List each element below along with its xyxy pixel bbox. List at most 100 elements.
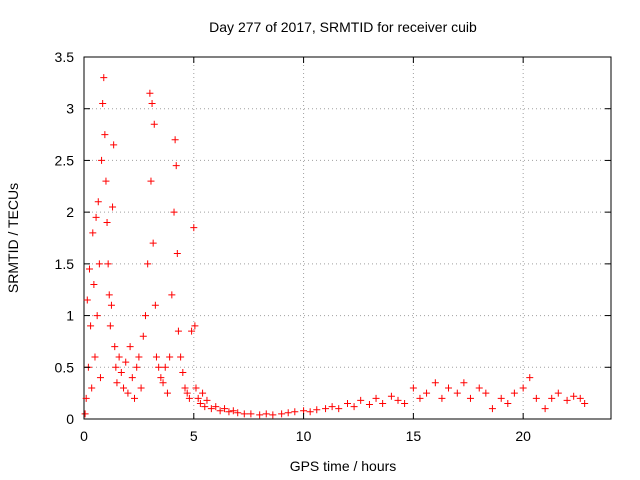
data-point xyxy=(179,368,187,376)
y-tick-label: 1 xyxy=(66,308,74,324)
data-point xyxy=(181,384,189,392)
data-point xyxy=(188,327,196,335)
data-point xyxy=(100,74,108,82)
data-point xyxy=(109,203,117,211)
x-tick-label: 20 xyxy=(515,428,531,444)
data-point xyxy=(115,353,123,361)
data-point xyxy=(113,379,121,387)
data-point xyxy=(216,407,224,415)
data-point xyxy=(212,403,220,411)
data-point xyxy=(171,136,179,144)
data-point xyxy=(394,396,402,404)
data-point xyxy=(313,406,321,414)
axis-ticks: 0 5 10 15 20 0 0.5 1 1.5 2 2.5 3 3.5 xyxy=(55,49,611,444)
data-point xyxy=(157,374,165,382)
data-point xyxy=(221,405,229,413)
data-point xyxy=(497,394,505,402)
data-point xyxy=(81,410,89,418)
data-point xyxy=(526,374,534,382)
data-point xyxy=(190,224,198,232)
data-point xyxy=(141,312,149,320)
data-point xyxy=(150,120,158,128)
data-point xyxy=(111,343,119,351)
data-point xyxy=(541,405,549,413)
chart-title: Day 277 of 2017, SRMTID for receiver cui… xyxy=(209,19,477,35)
data-point xyxy=(159,379,167,387)
data-point xyxy=(387,392,395,400)
data-point xyxy=(548,394,556,402)
data-point xyxy=(201,403,209,411)
data-point xyxy=(225,408,233,416)
data-point xyxy=(284,409,292,417)
data-point xyxy=(532,394,540,402)
data-point xyxy=(350,403,358,411)
data-point xyxy=(554,389,562,397)
data-point xyxy=(89,229,97,237)
data-point xyxy=(96,374,104,382)
data-point xyxy=(88,384,96,392)
data-point xyxy=(453,389,461,397)
y-tick-label: 2 xyxy=(66,204,74,220)
data-point xyxy=(128,374,136,382)
data-point xyxy=(105,291,113,299)
data-point xyxy=(146,89,154,97)
data-point xyxy=(126,343,134,351)
data-point xyxy=(322,405,330,413)
y-tick-label: 2.5 xyxy=(55,152,75,168)
data-series-srmtid xyxy=(81,74,589,419)
data-point xyxy=(482,389,490,397)
x-tick-label: 10 xyxy=(296,428,312,444)
data-point xyxy=(83,296,91,304)
data-point xyxy=(183,389,191,397)
data-point xyxy=(570,392,578,400)
y-axis-label: SRMTID / TECUs xyxy=(5,183,21,293)
data-point xyxy=(85,265,93,273)
data-point xyxy=(174,327,182,335)
data-point xyxy=(278,410,286,418)
data-point xyxy=(155,363,163,371)
x-tick-label: 5 xyxy=(190,428,198,444)
data-point xyxy=(110,141,118,149)
data-point xyxy=(91,353,99,361)
y-tick-label: 1.5 xyxy=(55,256,75,272)
data-point xyxy=(475,384,483,392)
data-point xyxy=(94,198,102,206)
data-point xyxy=(199,389,207,397)
data-point xyxy=(104,260,112,268)
data-point xyxy=(90,281,98,289)
data-point xyxy=(581,399,589,407)
data-point xyxy=(170,208,178,216)
data-point xyxy=(256,411,264,419)
data-point xyxy=(576,394,584,402)
data-point xyxy=(445,384,453,392)
data-point xyxy=(262,410,270,418)
y-tick-label: 0.5 xyxy=(55,359,75,375)
data-point xyxy=(92,213,100,221)
data-point xyxy=(131,394,139,402)
data-point xyxy=(510,389,518,397)
data-point xyxy=(173,250,181,258)
data-point xyxy=(172,162,180,170)
data-point xyxy=(144,260,152,268)
data-point xyxy=(95,260,103,268)
plot-border xyxy=(83,56,612,420)
y-tick-label: 3 xyxy=(66,101,74,117)
data-point xyxy=(147,177,155,185)
data-point xyxy=(563,396,571,404)
data-point xyxy=(372,394,380,402)
data-point xyxy=(194,394,202,402)
data-point xyxy=(203,396,211,404)
data-point xyxy=(107,301,115,309)
data-point xyxy=(117,368,125,376)
data-point xyxy=(185,394,193,402)
data-point xyxy=(357,396,365,404)
data-point xyxy=(122,358,130,366)
data-point xyxy=(148,100,156,108)
data-point xyxy=(240,410,248,418)
data-point xyxy=(124,389,132,397)
data-point xyxy=(431,379,439,387)
data-point xyxy=(168,291,176,299)
data-point xyxy=(137,384,145,392)
y-tick-label: 0 xyxy=(66,411,74,427)
